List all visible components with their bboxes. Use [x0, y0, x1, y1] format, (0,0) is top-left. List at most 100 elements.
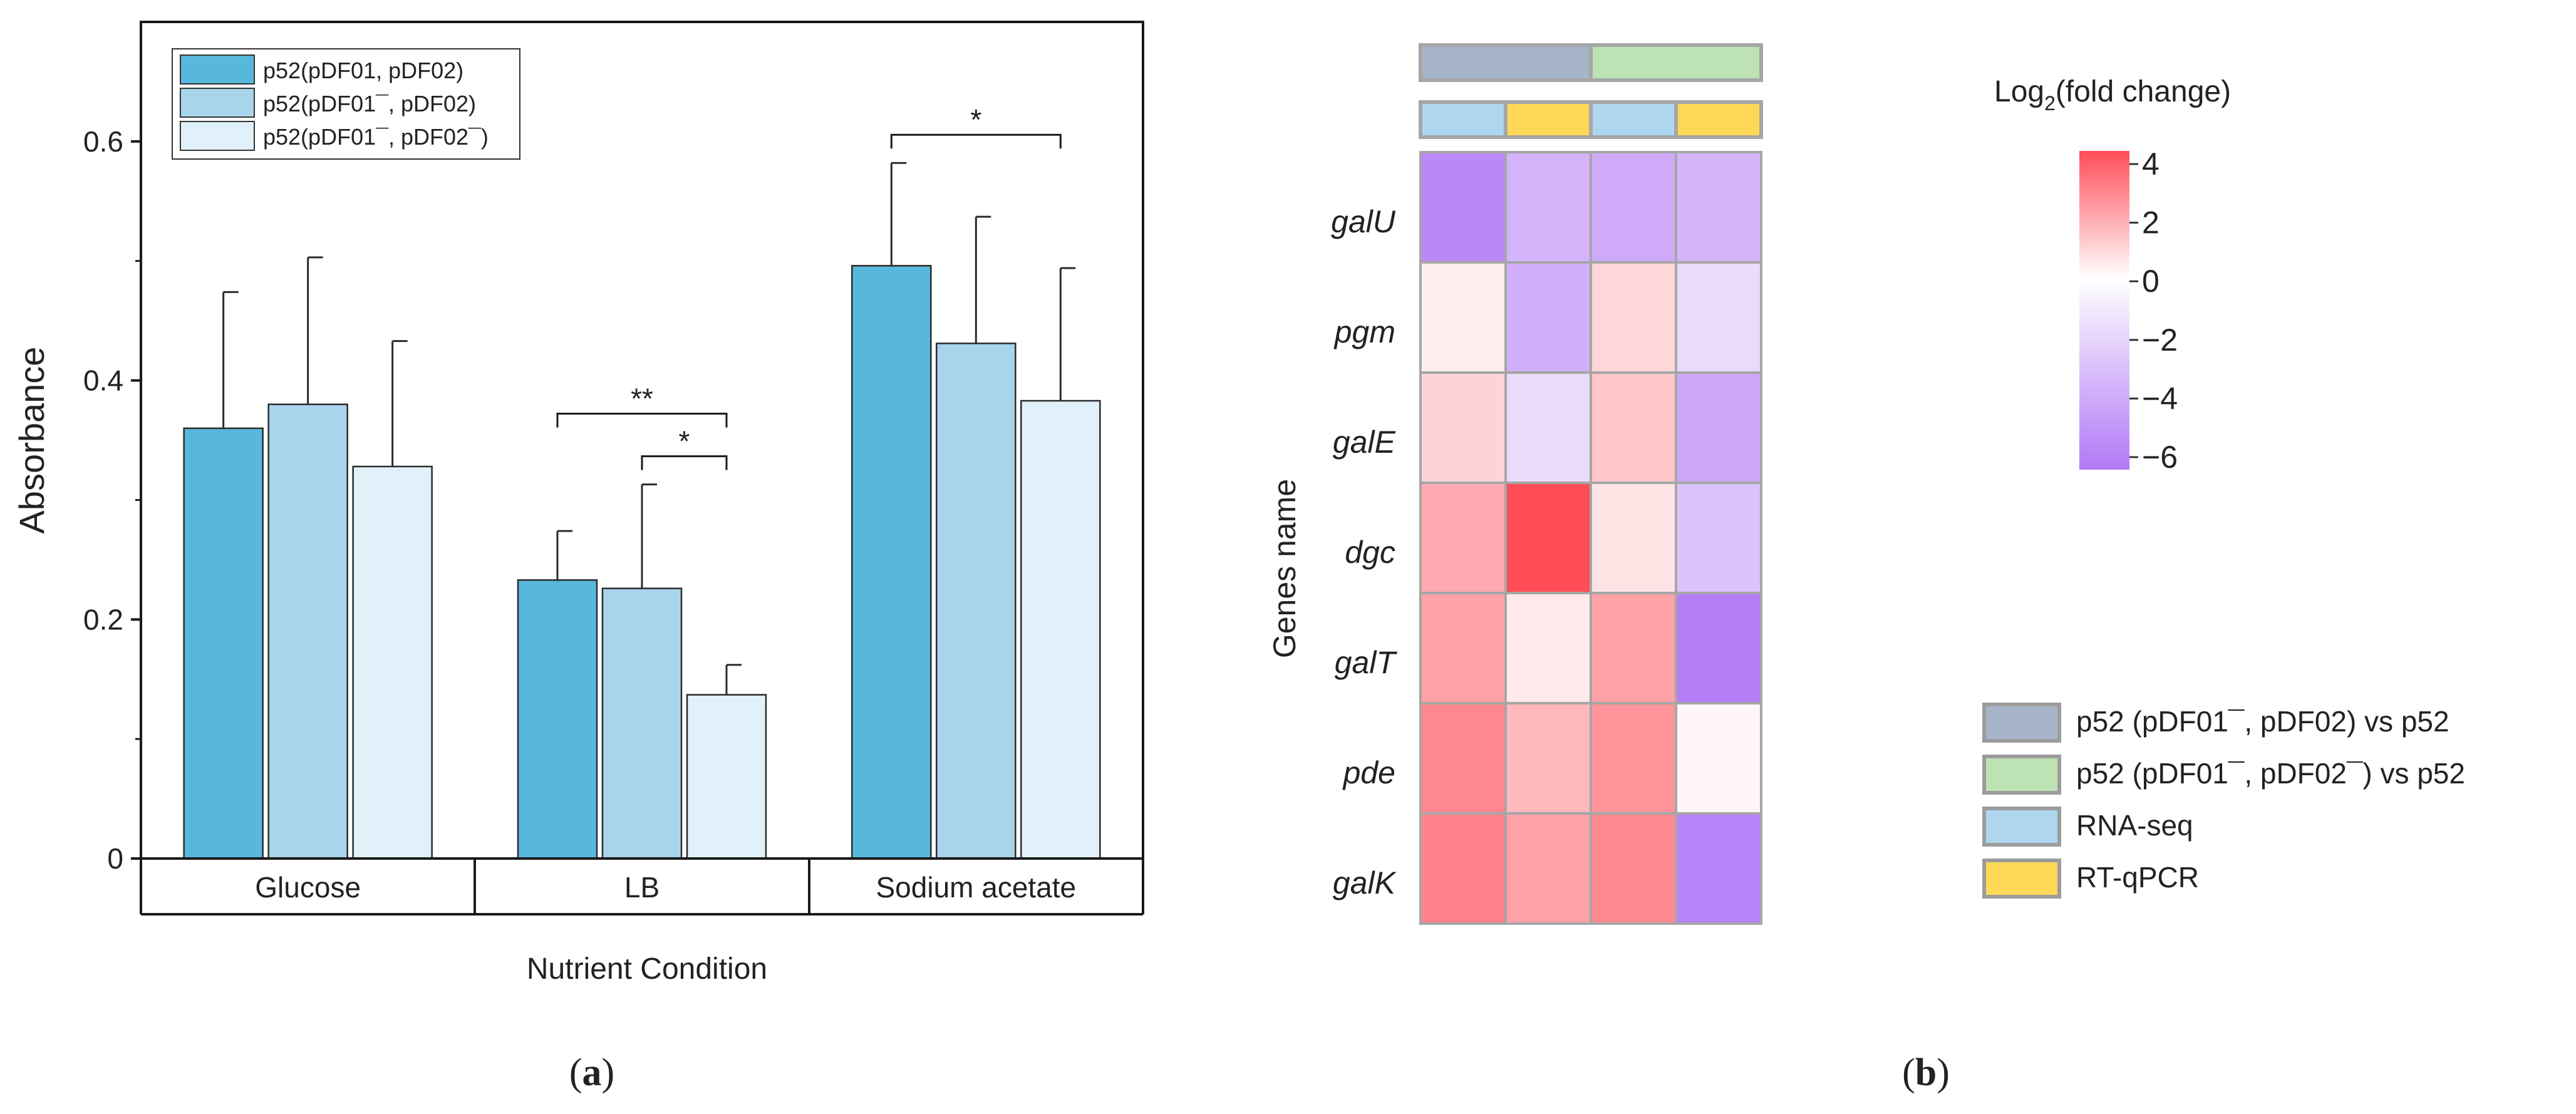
- panel-a-caption: (a): [569, 1051, 614, 1094]
- legend-swatch-group2: [1982, 755, 2061, 795]
- row-label-galE: galE: [1333, 425, 1396, 460]
- panel-b-caption-letter: b: [1915, 1051, 1937, 1094]
- y-axis-ticks: 0 0.2 0.4 0.6: [83, 125, 141, 875]
- panel-b-caption: (b): [1902, 1051, 1950, 1094]
- heatmap-cell-dgc-2: [1504, 482, 1592, 594]
- heatmap-legend: p52 (pDF01¯, pDF02) vs p52 p52 (pDF01¯, …: [1982, 703, 2465, 899]
- legend-swatch-3: [180, 121, 255, 151]
- bar-lb-series-3: [686, 694, 767, 860]
- bar-sodium-acetate-series-1: [851, 265, 932, 860]
- legend-label-rnaseq: RNA-seq: [2076, 809, 2193, 842]
- heatmap-cell-pgm-4: [1675, 261, 1762, 374]
- category-labels: Glucose LB Sodium acetate: [255, 871, 1076, 904]
- category-label: LB: [624, 871, 660, 904]
- heatmap-cell-galE-1: [1419, 371, 1507, 484]
- significance-bracket-3: [641, 455, 728, 470]
- heatmap-cell-pde-2: [1504, 702, 1592, 815]
- colorbar-ticks: 4 2 0 −2 −4 −6: [2129, 147, 2178, 475]
- bar-lb-series-2: [601, 587, 683, 860]
- colorbar-title-suffix: (fold change): [2056, 75, 2231, 108]
- bar-glucose-series-2: [267, 403, 348, 860]
- heatmap-cell-pde-3: [1590, 702, 1677, 815]
- heatmap-cell-galK-2: [1504, 812, 1592, 925]
- significance-mark: **: [631, 383, 653, 415]
- top-annotation-method-bar: [1419, 100, 1508, 139]
- panel-b-heatmap: galU pgm galE dgc galT pde galK Genes name Log…: [1267, 43, 2465, 1094]
- heatmap-cell-galU-3: [1590, 151, 1677, 264]
- y-tick-label: 0.6: [83, 125, 123, 158]
- heatmap-cell-dgc-1: [1419, 482, 1507, 594]
- heatmap-cell-pgm-1: [1419, 261, 1507, 374]
- colorbar-title-subscript: 2: [2044, 92, 2056, 115]
- bar-glucose-series-1: [183, 427, 264, 860]
- top-annotation-method-bar: [1674, 100, 1763, 139]
- y-tick-label: 0: [107, 842, 123, 875]
- plot-frame: [140, 21, 1144, 860]
- heatmap-cell-pde-4: [1675, 702, 1762, 815]
- significance-bracket-2: [556, 413, 728, 428]
- heatmap-cell-galK-3: [1590, 812, 1677, 925]
- legend-label-3: p52(pDF01¯, pDF02¯): [263, 124, 489, 150]
- heatmap-y-axis-label: Genes name: [1267, 479, 1302, 658]
- heatmap-cell-galT-4: [1675, 592, 1762, 704]
- top-annotation-method-bar: [1504, 100, 1593, 139]
- y-axis-label: Absorbance: [12, 347, 51, 534]
- colorbar: [2079, 151, 2129, 470]
- colorbar-tick-label: −6: [2142, 440, 2178, 475]
- colorbar-tick-label: 4: [2142, 147, 2160, 182]
- bar-lb-series-1: [517, 579, 598, 860]
- heatmap-cell-galK-1: [1419, 812, 1507, 925]
- legend-swatch-rtqpcr: [1982, 859, 2061, 899]
- legend-swatch-group1: [1982, 703, 2061, 743]
- legend-swatch-2: [180, 88, 255, 118]
- colorbar-title: Log2(fold change): [1994, 75, 2231, 115]
- top-annotation-method-bar: [1589, 100, 1678, 139]
- row-label-galT: galT: [1335, 645, 1398, 680]
- category-label: Sodium acetate: [876, 871, 1077, 904]
- heatmap-cell-galT-2: [1504, 592, 1592, 704]
- legend-label-2: p52(pDF01¯, pDF02): [263, 91, 476, 116]
- row-labels: galU pgm galE dgc galT pde galK: [1331, 204, 1397, 900]
- heatmap-cell-galE-3: [1590, 371, 1677, 484]
- panel-a-bar-chart: 0 0.2 0.4 0.6 Glucose LB Sodium acetate Absor…: [12, 21, 1144, 1094]
- row-label-pgm: pgm: [1333, 314, 1395, 349]
- heatmap-cell-galT-1: [1419, 592, 1507, 704]
- panel-a-caption-letter: a: [582, 1051, 602, 1094]
- row-label-galU: galU: [1331, 204, 1396, 239]
- legend-swatch-1: [180, 54, 255, 85]
- y-tick-label: 0.4: [83, 364, 123, 397]
- heatmap-cell-dgc-4: [1675, 482, 1762, 594]
- colorbar-tick-label: 2: [2142, 205, 2160, 240]
- heatmap-cell-pgm-2: [1504, 261, 1592, 374]
- colorbar-tick-label: 0: [2142, 264, 2160, 299]
- legend: p52(pDF01, pDF02) p52(pDF01¯, pDF02) p52…: [172, 48, 520, 160]
- significance-mark: *: [679, 425, 690, 458]
- top-annotation-bars: [1419, 43, 1763, 139]
- significance-mark: *: [970, 103, 981, 136]
- error-bar-group: [222, 162, 1076, 695]
- heatmap-cells: [1419, 151, 1762, 925]
- top-annotation-group-bar: [1419, 43, 1593, 82]
- bar-sodium-acetate-series-2: [936, 343, 1016, 860]
- legend-label-group1: p52 (pDF01¯, pDF02) vs p52: [2076, 705, 2449, 738]
- row-label-dgc: dgc: [1345, 535, 1395, 570]
- legend-label-1: p52(pDF01, pDF02): [263, 58, 463, 83]
- colorbar-tick-label: −4: [2142, 381, 2178, 416]
- heatmap-cell-galK-4: [1675, 812, 1762, 925]
- heatmap-cell-galT-3: [1590, 592, 1677, 704]
- row-label-galK: galK: [1333, 865, 1397, 900]
- row-label-pde: pde: [1342, 755, 1395, 790]
- y-tick-label: 0.2: [83, 603, 123, 636]
- legend-label-rtqpcr: RT-qPCR: [2076, 861, 2199, 894]
- heatmap-cell-galE-4: [1675, 371, 1762, 484]
- legend-label-group2: p52 (pDF01¯, pDF02¯) vs p52: [2076, 757, 2465, 790]
- category-label: Glucose: [255, 871, 361, 904]
- legend-swatch-rnaseq: [1982, 807, 2061, 847]
- heatmap-cell-galU-2: [1504, 151, 1592, 264]
- bar-glucose-series-3: [352, 465, 433, 860]
- top-annotation-group-bar: [1589, 43, 1763, 82]
- heatmap-cell-pde-1: [1419, 702, 1507, 815]
- colorbar-title-prefix: Log: [1994, 75, 2044, 108]
- heatmap-cell-galU-4: [1675, 151, 1762, 264]
